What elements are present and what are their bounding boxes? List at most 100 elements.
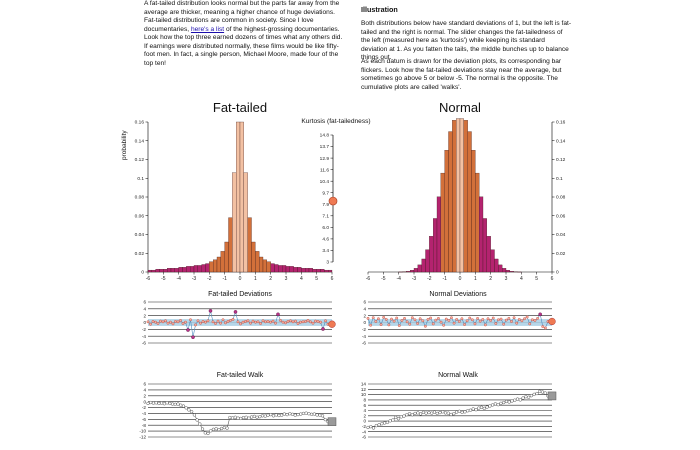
walk-point: [396, 417, 401, 421]
walk-point: [529, 394, 534, 398]
walk-point: [407, 412, 412, 416]
data-point: [491, 316, 495, 320]
data-point: [502, 322, 506, 326]
walk-point: [187, 408, 191, 412]
walk-point: [499, 401, 503, 405]
walk-point: [279, 413, 284, 417]
slider-tick-label: 4.6: [322, 237, 329, 243]
walk-point: [394, 415, 398, 420]
walk-point: [482, 406, 486, 411]
histogram-bar: [209, 261, 214, 273]
y-tick-label: 0: [143, 399, 146, 404]
data-point: [276, 312, 280, 317]
data-point: [311, 321, 315, 325]
walk-point: [252, 414, 257, 419]
data-point: [405, 320, 409, 324]
walk-point: [490, 403, 495, 407]
histogram-bar: [186, 266, 191, 273]
data-point: [231, 318, 235, 321]
data-point: [194, 323, 197, 327]
walk-point: [219, 426, 224, 431]
walk-point: [285, 412, 289, 417]
histogram-bar: [413, 268, 418, 273]
data-point: [266, 320, 270, 323]
data-point: [470, 318, 474, 322]
data-point: [211, 320, 215, 324]
intro-paragraph-1: A fat-tailed distribution looks normal b…: [144, 0, 340, 16]
y-tick-label: 6: [143, 300, 146, 305]
data-point: [515, 321, 519, 325]
walk-point: [466, 409, 470, 413]
histogram-bar: [205, 263, 210, 273]
walk-point: [382, 421, 387, 425]
y-tick-label: 0.04: [135, 232, 145, 238]
slider-tick-label: 9.7: [322, 190, 329, 196]
data-point: [444, 317, 448, 321]
histogram-y-axis-label: probability: [121, 130, 128, 160]
y-tick-label: 0.16: [556, 120, 566, 126]
y-tick-label: 0.16: [135, 120, 145, 126]
walk-point: [377, 423, 381, 427]
walk-point: [271, 414, 276, 418]
data-point: [512, 316, 516, 320]
walk-point: [502, 400, 506, 405]
data-point: [421, 319, 425, 323]
data-point: [517, 318, 521, 321]
walk-point: [277, 413, 281, 418]
data-point: [251, 319, 255, 323]
x-tick-label: -5: [381, 276, 386, 282]
data-point: [523, 317, 526, 321]
walk-point: [446, 411, 450, 415]
walk-point: [198, 422, 202, 426]
histogram-bar: [255, 251, 260, 273]
data-point: [184, 320, 187, 324]
walk-point: [225, 426, 229, 430]
histogram-bar: [433, 218, 438, 273]
data-point: [281, 320, 285, 324]
x-tick-label: -6: [146, 276, 151, 282]
data-point: [264, 320, 267, 324]
walk-point: [524, 395, 528, 399]
walk-point: [263, 414, 267, 418]
normal-title: Normal: [439, 100, 481, 115]
histogram-bar: [509, 271, 514, 273]
intro-text-before: Fat-tailed distributions are common in s…: [144, 17, 314, 33]
walk-point: [170, 402, 175, 406]
walk-point: [217, 427, 221, 432]
data-point: [309, 320, 312, 324]
y-tick-label: 0: [556, 270, 559, 276]
histogram-bar: [417, 264, 422, 273]
histogram-bar: [239, 121, 244, 273]
walk-point: [488, 404, 492, 408]
histogram-bar: [429, 236, 434, 273]
data-point: [306, 319, 310, 322]
histogram-bar: [324, 269, 329, 273]
walk-point: [249, 415, 254, 419]
data-point: [256, 320, 260, 324]
walk-point: [452, 412, 456, 416]
walk-point: [228, 415, 232, 420]
data-point: [457, 320, 461, 323]
slider-handle[interactable]: [328, 196, 338, 206]
y-tick-label: 0.1: [137, 176, 144, 182]
documentaries-link[interactable]: here's a list: [190, 25, 225, 33]
walk-point: [165, 401, 169, 405]
walk-point: [369, 425, 373, 429]
histogram-bar: [312, 269, 317, 273]
data-point: [201, 320, 205, 323]
data-point: [169, 320, 172, 324]
data-point: [525, 315, 529, 319]
data-point: [530, 318, 534, 322]
y-tick-label: 0.08: [135, 195, 145, 201]
histogram-bar: [251, 241, 256, 273]
x-tick-label: 5: [535, 276, 538, 282]
walk-point: [181, 404, 186, 408]
walk-point: [255, 415, 259, 419]
data-point: [447, 319, 451, 322]
kurtosis-slider[interactable]: 14.8 13.7 12.9 11.6 10.4 9.7 7.9 7.1 6.0 4.6 3.4 3: [320, 133, 338, 266]
data-point: [452, 321, 456, 325]
histogram-bar: [308, 268, 313, 273]
walk-point: [543, 391, 547, 395]
walk-point: [209, 429, 213, 433]
histogram-bar: [448, 131, 453, 273]
